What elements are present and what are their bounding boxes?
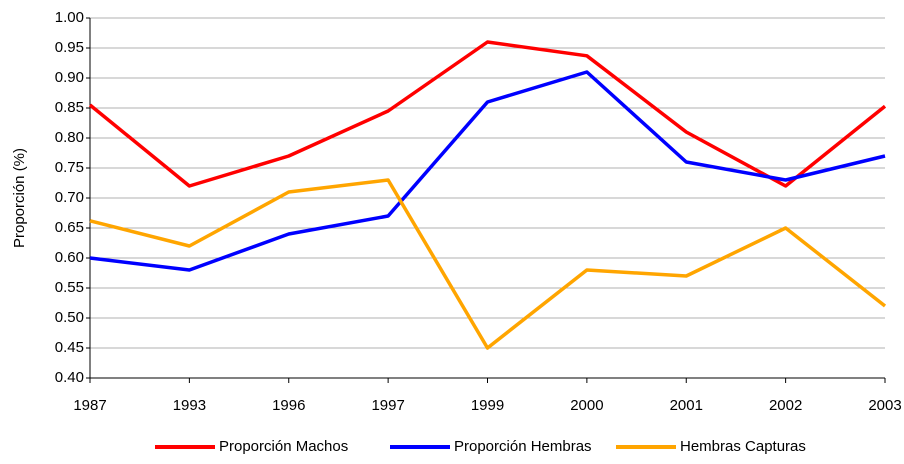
legend-label: Proporción Machos bbox=[219, 438, 348, 455]
y-tick-label: 0.85 bbox=[55, 99, 84, 116]
legend-label: Hembras Capturas bbox=[680, 438, 806, 455]
x-tick-label: 1993 bbox=[173, 397, 206, 414]
y-tick-label: 0.60 bbox=[55, 249, 84, 266]
y-tick-label: 1.00 bbox=[55, 9, 84, 26]
y-tick-label: 0.95 bbox=[55, 39, 84, 56]
y-tick-label: 0.70 bbox=[55, 189, 84, 206]
y-tick-label: 0.40 bbox=[55, 369, 84, 386]
x-tick-label: 2003 bbox=[868, 397, 901, 414]
y-tick-label: 0.55 bbox=[55, 279, 84, 296]
y-tick-label: 0.80 bbox=[55, 129, 84, 146]
x-tick-label: 2001 bbox=[670, 397, 703, 414]
y-tick-label: 0.50 bbox=[55, 309, 84, 326]
x-tick-label: 1997 bbox=[371, 397, 404, 414]
data-line bbox=[89, 70, 886, 272]
x-tick-label: 1987 bbox=[73, 397, 106, 414]
y-tick-label: 0.75 bbox=[55, 159, 84, 176]
y-tick-label: 0.90 bbox=[55, 69, 84, 86]
x-tick-label: 2002 bbox=[769, 397, 802, 414]
y-tick-label: 0.45 bbox=[55, 339, 84, 356]
x-tick-label: 2000 bbox=[570, 397, 603, 414]
legend-label: Proporción Hembras bbox=[454, 438, 592, 455]
data-line bbox=[89, 178, 887, 350]
y-axis-label: Proporción (%) bbox=[11, 148, 28, 248]
x-tick-label: 1996 bbox=[272, 397, 305, 414]
y-tick-label: 0.65 bbox=[55, 219, 84, 236]
data-line bbox=[88, 40, 887, 188]
x-tick-label: 1999 bbox=[471, 397, 504, 414]
